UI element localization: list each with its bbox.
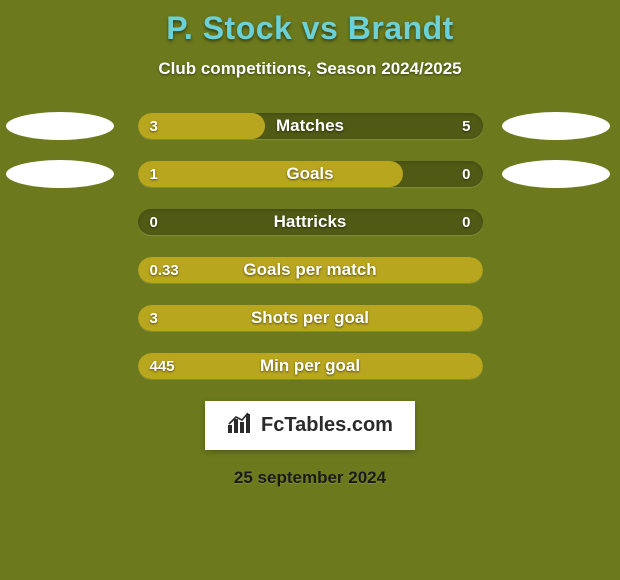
stat-bar-track: 3Shots per goal	[138, 305, 483, 331]
stat-label: Hattricks	[138, 209, 483, 235]
stat-row: 445Min per goal	[0, 353, 620, 379]
brand-box: FcTables.com	[205, 401, 415, 450]
content-wrap: P. Stock vs Brandt Club competitions, Se…	[0, 0, 620, 580]
stat-value-right: 5	[462, 113, 470, 139]
stat-bar-track: 10Goals	[138, 161, 483, 187]
stat-bar-fill	[138, 113, 266, 139]
stat-bar-fill	[138, 161, 404, 187]
footer-date: 25 september 2024	[234, 468, 386, 488]
stat-row: 10Goals	[0, 161, 620, 187]
player-ellipse-left	[6, 160, 114, 188]
player-ellipse-right	[502, 160, 610, 188]
stat-bar-fill	[138, 257, 483, 283]
stat-bar-track: 0 0Hattricks	[138, 209, 483, 235]
stat-value-left: 0	[150, 209, 158, 235]
stat-rows: 35Matches10Goals00Hattricks0.33Goals per…	[0, 113, 620, 379]
stat-row: 0 0Hattricks	[0, 209, 620, 235]
stat-bar-track: 445Min per goal	[138, 353, 483, 379]
bars-icon	[227, 411, 253, 440]
stat-row: 3Shots per goal	[0, 305, 620, 331]
page-title: P. Stock vs Brandt	[166, 10, 454, 47]
player-ellipse-left	[6, 112, 114, 140]
stat-bar-fill	[138, 305, 483, 331]
stat-value-right: 0	[462, 209, 470, 235]
player-ellipse-right	[502, 112, 610, 140]
page-subtitle: Club competitions, Season 2024/2025	[158, 59, 461, 79]
stat-row: 35Matches	[0, 113, 620, 139]
brand-text: FcTables.com	[261, 414, 393, 437]
stat-row: 0.33Goals per match	[0, 257, 620, 283]
stat-bar-track: 35Matches	[138, 113, 483, 139]
stat-bar-track: 0.33Goals per match	[138, 257, 483, 283]
stat-bar-fill	[138, 353, 483, 379]
stat-value-right: 0	[462, 161, 470, 187]
